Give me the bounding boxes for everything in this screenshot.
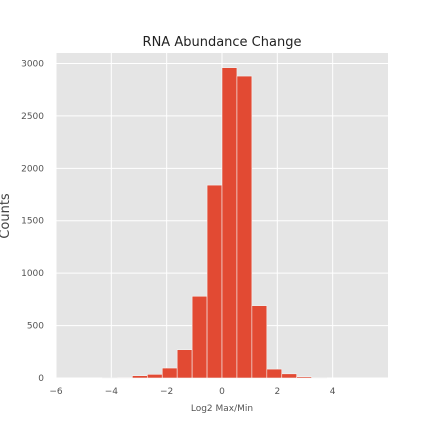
y-tick-label: 0 xyxy=(38,374,44,384)
histogram-bar xyxy=(296,376,312,379)
y-tick-label: 500 xyxy=(27,322,44,332)
histogram-bar xyxy=(251,305,268,379)
y-tick-label: 1500 xyxy=(21,217,44,227)
x-tick-label: 0 xyxy=(219,387,225,397)
histogram-bar xyxy=(191,295,208,379)
x-tick-label: −2 xyxy=(160,387,173,397)
y-tick-label: 3000 xyxy=(21,59,44,69)
histogram-bar xyxy=(117,377,133,379)
histogram-bar xyxy=(161,367,178,379)
histogram-bar xyxy=(176,349,193,379)
histogram-bars xyxy=(102,67,327,379)
chart-title: RNA Abundance Change xyxy=(143,35,302,50)
histogram-bar xyxy=(132,375,148,379)
histogram-bar xyxy=(206,184,223,379)
histogram-bar xyxy=(221,67,238,379)
histogram-bar xyxy=(147,374,163,379)
y-tick-label: 1000 xyxy=(21,269,44,279)
histogram-bar xyxy=(266,368,283,379)
y-tick-label: 2500 xyxy=(21,112,44,122)
y-axis-label: Counts xyxy=(0,193,13,239)
y-axis-ticks: 0 500 1000 1500 2000 2500 3000 xyxy=(21,59,44,384)
histogram-bar xyxy=(281,373,298,379)
x-tick-label: 2 xyxy=(274,387,280,397)
histogram-bar xyxy=(236,75,253,379)
x-axis-label: Log2 Max/Min xyxy=(191,404,253,414)
x-axis-ticks: −6 −4 −2 0 2 4 xyxy=(49,387,335,397)
x-tick-label: −4 xyxy=(105,387,119,397)
y-tick-label: 2000 xyxy=(21,164,44,174)
x-tick-label: −6 xyxy=(49,387,63,397)
x-tick-label: 4 xyxy=(330,387,336,397)
